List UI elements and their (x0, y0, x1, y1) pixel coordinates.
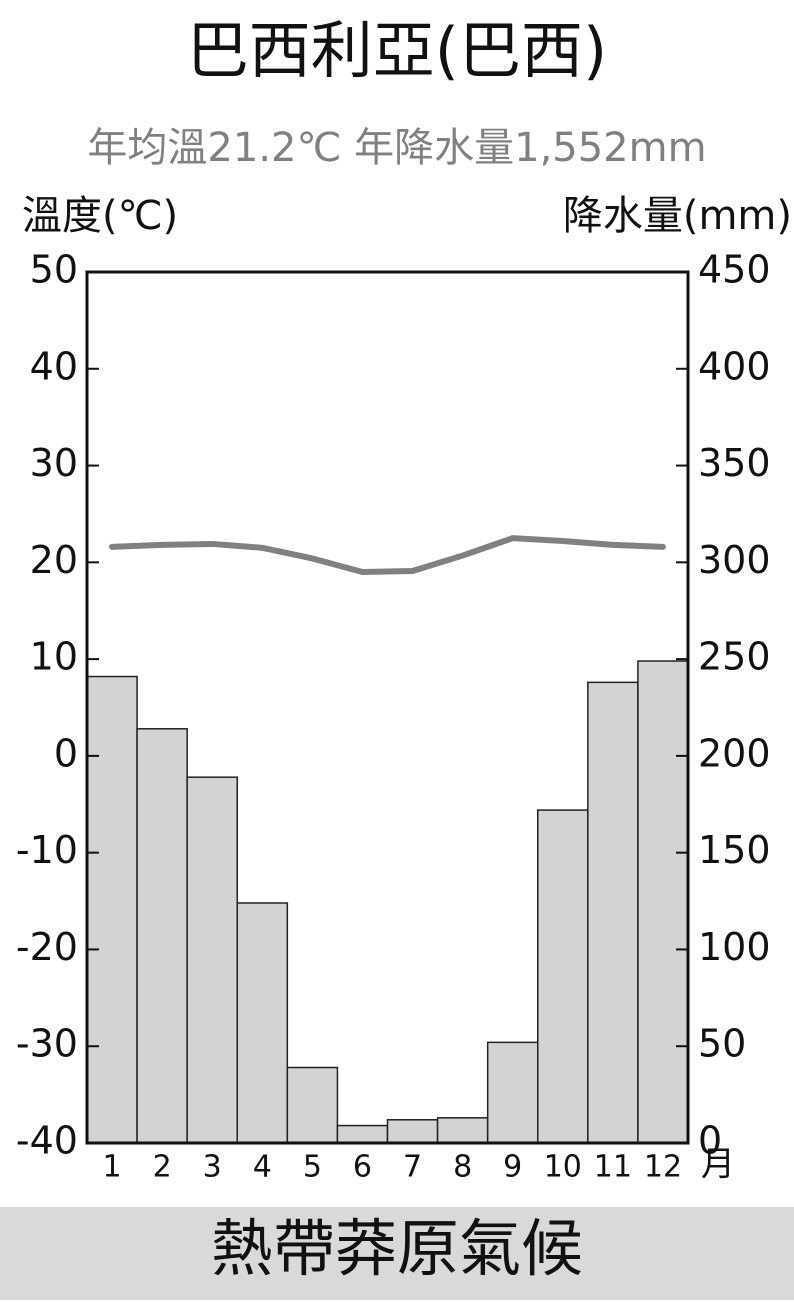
y2-tick-label: 450 (698, 248, 771, 292)
bar (86, 675, 138, 1144)
x-tick-label: 11 (594, 1150, 632, 1185)
y2-tick-label: 100 (698, 925, 771, 969)
x-tick-label: 7 (403, 1150, 422, 1185)
x-tick-label: 9 (503, 1150, 522, 1185)
x-tick-label: 2 (153, 1150, 172, 1185)
y2-tick-label: 200 (698, 731, 771, 775)
y-tick-label: -20 (16, 925, 78, 969)
y-tick-label: 50 (30, 248, 78, 292)
y-tick-label: -10 (16, 828, 78, 872)
bar (336, 1124, 389, 1144)
bar (637, 660, 689, 1144)
y2-tick-label: 400 (698, 344, 771, 388)
y-axis-label: 溫度(℃) (22, 193, 178, 239)
x-tick-label: 5 (303, 1150, 322, 1185)
x-unit: 月 (701, 1145, 735, 1185)
y-tick-label: 10 (30, 635, 78, 679)
y2-tick-label: 250 (698, 635, 771, 679)
y-tick-label: -40 (16, 1119, 78, 1163)
bar (236, 902, 289, 1144)
bar (436, 1117, 489, 1144)
bar (136, 728, 188, 1144)
x-tick-label: 10 (544, 1150, 582, 1185)
x-tick-label: 1 (102, 1150, 121, 1185)
temperature-line (109, 535, 666, 576)
y-tick-label: 0 (54, 731, 78, 775)
bar (587, 681, 639, 1144)
y2-tick-label: 150 (698, 828, 771, 872)
x-tick-label: 4 (253, 1150, 272, 1185)
y-tick-label: 30 (30, 441, 78, 485)
bar (537, 809, 589, 1144)
y2-tick-label: 300 (698, 538, 771, 582)
caption-band (0, 1207, 794, 1300)
bar (486, 1041, 539, 1144)
y2-axis-label: 降水量(mm) (563, 193, 792, 239)
bar (186, 776, 239, 1144)
chart-subtitle: 年均溫21.2℃ 年降水量1,552mm (87, 125, 706, 171)
y-tick-label: 20 (30, 538, 78, 582)
bar (286, 1066, 339, 1144)
y2-tick-label: 50 (698, 1022, 746, 1066)
x-tick-label: 3 (203, 1150, 222, 1185)
y2-tick-label: 350 (698, 441, 771, 485)
chart-title: 巴西利亞(巴西) (187, 14, 607, 87)
plot-frame (85, 270, 690, 1145)
y-tick-label: -30 (16, 1022, 78, 1066)
x-tick-label: 6 (353, 1150, 372, 1185)
caption: 熱帶莽原氣候 (211, 1212, 583, 1285)
bar (386, 1119, 439, 1144)
y-tick-label: 40 (30, 344, 78, 388)
x-tick-label: 12 (644, 1150, 682, 1185)
y2-tick-label: 0 (698, 1119, 722, 1163)
x-tick-label: 8 (453, 1150, 472, 1185)
